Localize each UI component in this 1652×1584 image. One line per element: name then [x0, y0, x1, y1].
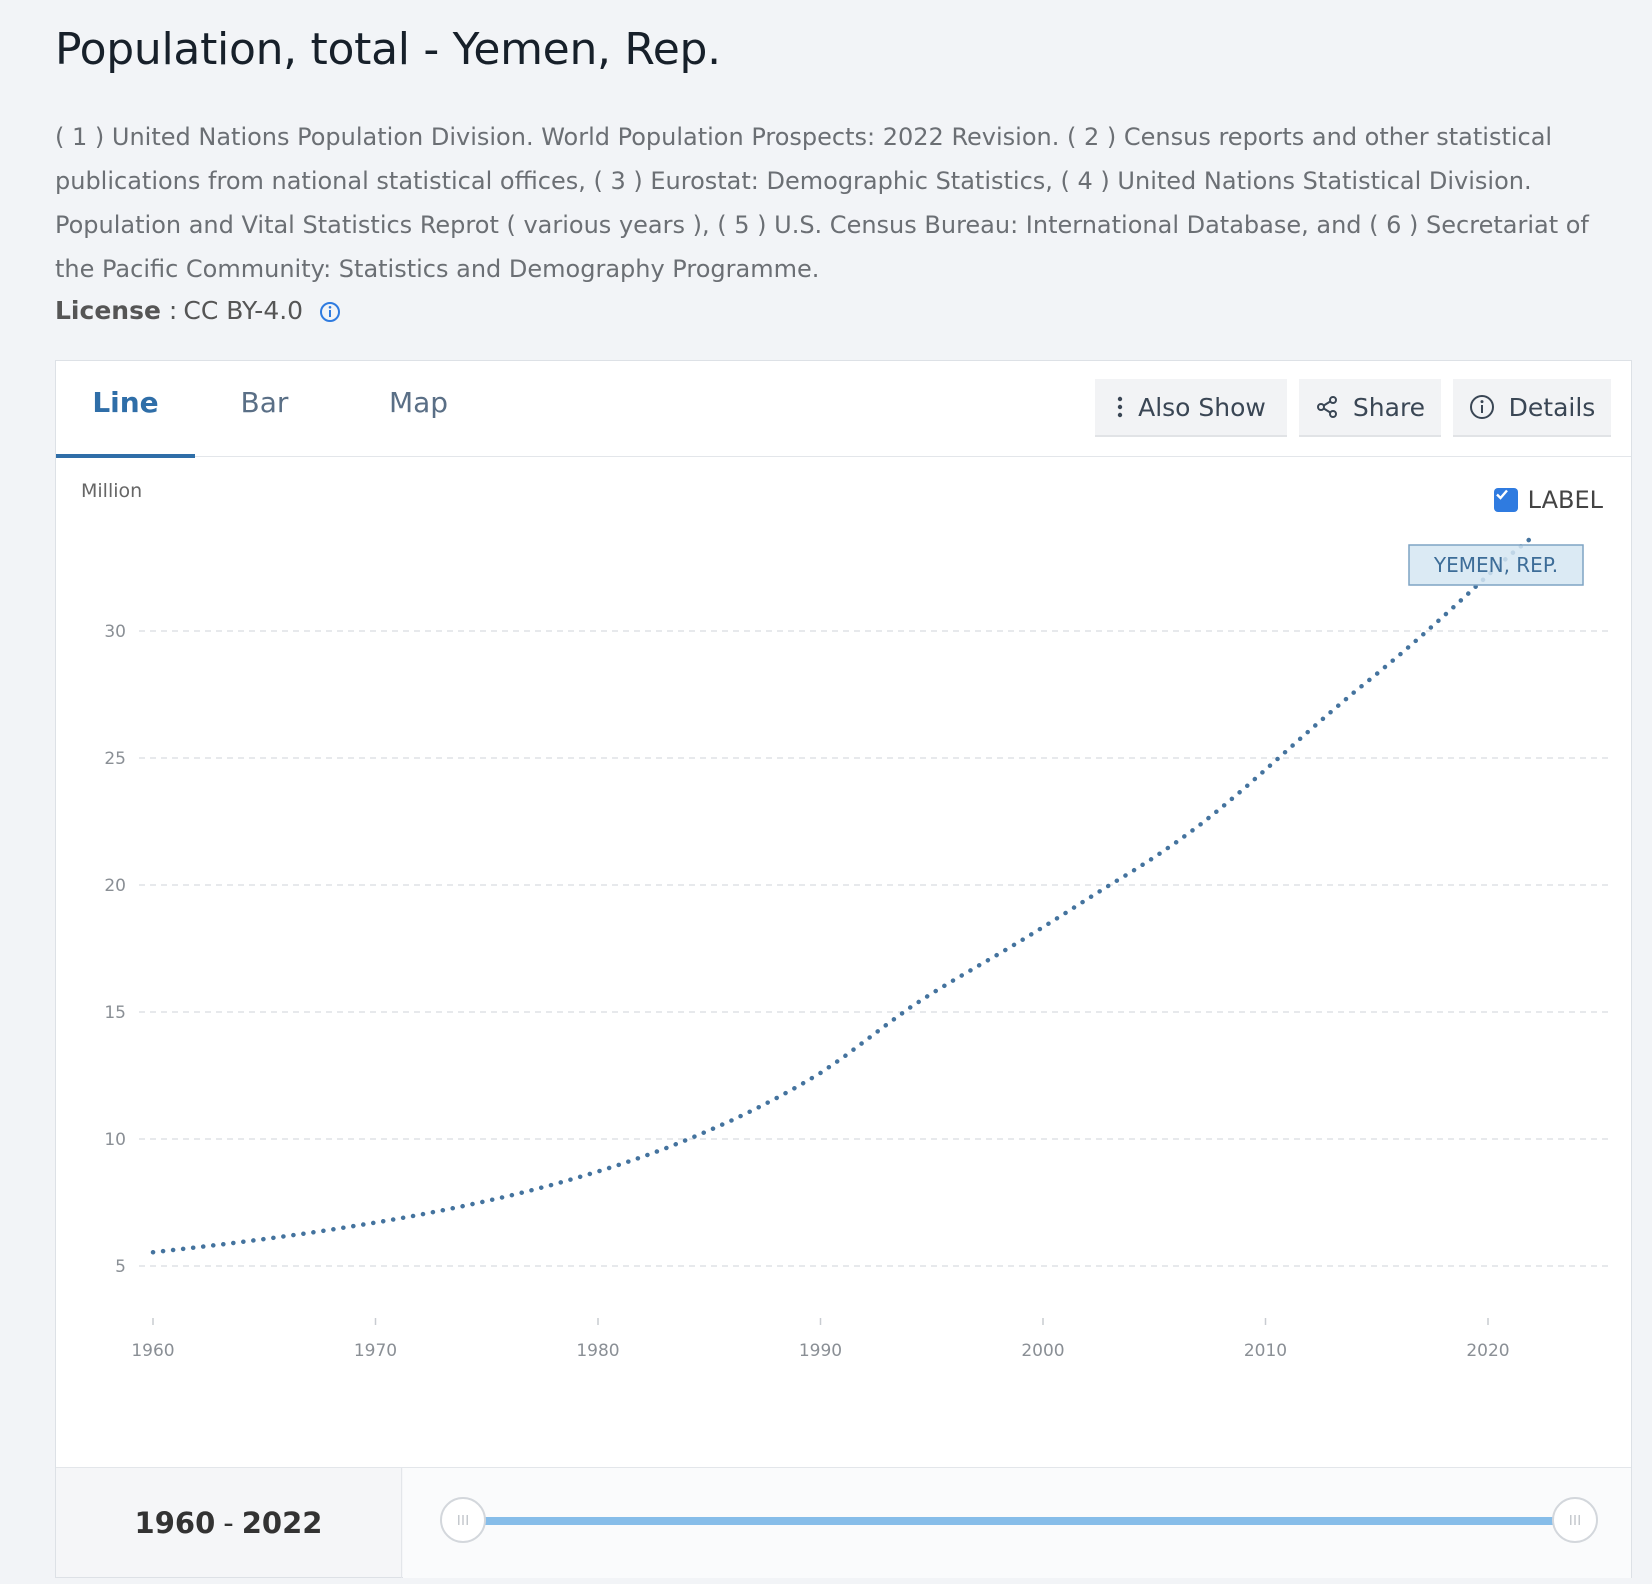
y-tick-label: 25 — [104, 749, 126, 769]
y-tick-label: 15 — [104, 1003, 126, 1023]
source-notes: ( 1 ) United Nations Population Division… — [55, 123, 1589, 283]
also-show-label: Also Show — [1138, 392, 1266, 422]
year-range: 1960 - 2022 — [56, 1468, 402, 1578]
page-title: Population, total - Yemen, Rep. — [55, 24, 721, 75]
x-tick-label: 1960 — [131, 1341, 174, 1361]
chart-area: Million 5 10 15 20 25 30 1960 1970 1980 1990 2000 20… — [56, 458, 1633, 1468]
more-vertical-icon — [1117, 396, 1123, 418]
series-label-box — [1408, 544, 1584, 586]
info-icon[interactable] — [319, 300, 341, 322]
grip-icon — [1570, 1515, 1580, 1525]
slider-handle-end[interactable] — [1552, 1497, 1598, 1543]
info-circle-icon — [1469, 395, 1494, 419]
year-slider — [403, 1468, 1631, 1578]
details-button[interactable]: Details — [1453, 379, 1611, 437]
x-tick-label: 1980 — [576, 1341, 619, 1361]
license-label: License — [55, 296, 161, 325]
y-tick-label: 10 — [104, 1130, 126, 1150]
share-icon — [1316, 396, 1337, 418]
label-checkbox[interactable] — [1493, 488, 1518, 512]
grip-icon — [458, 1515, 468, 1525]
license-row: License : CC BY-4.0 — [55, 296, 341, 325]
checkmark-icon — [1495, 489, 1508, 500]
range-end: 2022 — [241, 1506, 323, 1540]
x-tick-label: 1970 — [354, 1341, 397, 1361]
slider-handle-start[interactable] — [440, 1497, 486, 1543]
tab-map[interactable]: Map — [388, 386, 449, 419]
label-toggle-text: LABEL — [1527, 486, 1603, 514]
slider-track[interactable] — [463, 1517, 1571, 1525]
y-axis-label: Million — [81, 480, 142, 502]
chart-panel: Line Bar Map Also Show Share Details Mil… — [55, 360, 1632, 1578]
year-range-bar: 1960 - 2022 — [56, 1467, 1631, 1578]
share-button[interactable]: Share — [1299, 379, 1441, 437]
x-tick-label: 1990 — [799, 1341, 842, 1361]
share-label: Share — [1352, 392, 1426, 422]
range-start: 1960 — [134, 1506, 216, 1540]
y-tick-label: 20 — [104, 876, 126, 896]
license-value: CC BY-4.0 — [183, 296, 304, 325]
series-label: YEMEN, REP. — [1433, 553, 1558, 577]
x-tick-label: 2000 — [1021, 1341, 1064, 1361]
x-tick-label: 2020 — [1466, 1341, 1509, 1361]
details-label: Details — [1508, 392, 1596, 422]
x-tick-label: 2010 — [1244, 1341, 1287, 1361]
y-tick-label: 30 — [104, 622, 126, 642]
line-chart: Million 5 10 15 20 25 30 1960 1970 1980 1990 2000 20… — [81, 480, 1611, 1361]
also-show-button[interactable]: Also Show — [1095, 379, 1287, 437]
label-toggle[interactable]: LABEL — [1493, 486, 1603, 514]
series-line — [150, 534, 1535, 1255]
license-separator: : — [168, 296, 178, 325]
y-tick-label: 5 — [115, 1257, 126, 1277]
tab-line[interactable]: Line — [56, 361, 195, 458]
chart-tabs: Line Bar Map Also Show Share Details — [56, 361, 1631, 458]
range-separator: - — [223, 1506, 234, 1540]
tab-bar[interactable]: Bar — [240, 386, 289, 419]
